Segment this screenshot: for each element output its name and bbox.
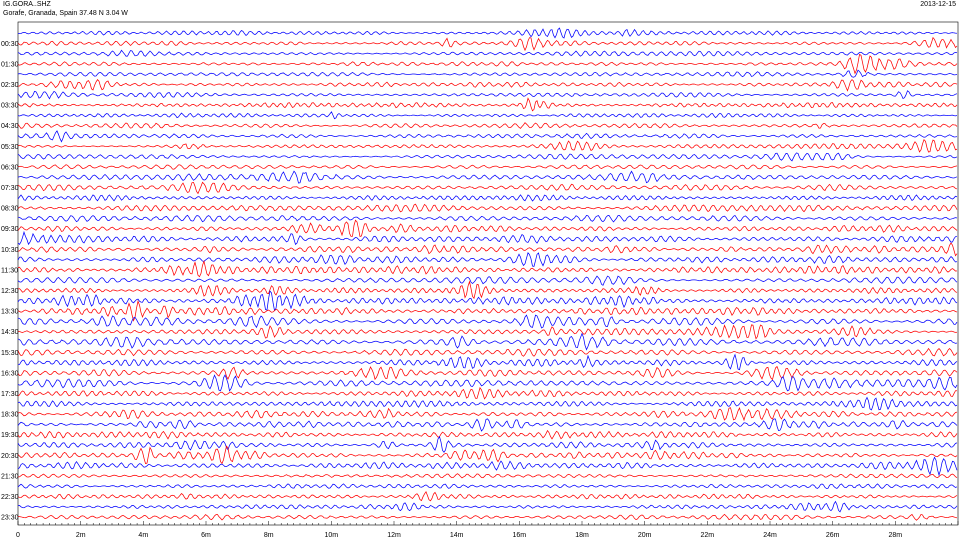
- trace-line: [17, 53, 958, 75]
- x-tick-label: 20m: [638, 532, 652, 539]
- trace-line: [17, 300, 958, 322]
- x-tick-label: 6m: [201, 532, 211, 539]
- x-tick-label: 26m: [826, 532, 840, 539]
- trace-line: [17, 429, 958, 440]
- trace-line: [17, 203, 958, 213]
- traces-group: [17, 27, 958, 521]
- x-axis-group: 0 2m 4m 6m 8m 10m 12m 14m 16m 18m 20m 22m 24m 26m 28m: [16, 521, 959, 539]
- hour-label: 06:30: [1, 164, 19, 171]
- station-location: Gorafe, Granada, Spain 37.48 N 3.04 W: [3, 10, 128, 17]
- x-tick-label: 2m: [76, 532, 86, 539]
- trace-line: [17, 111, 958, 120]
- trace-line: [17, 406, 958, 422]
- plot-frame: [17, 21, 959, 526]
- trace-line: [17, 252, 958, 267]
- hour-label: 14:30: [1, 329, 19, 336]
- trace-line: [17, 435, 958, 453]
- trace-line: [17, 69, 958, 78]
- trace-line: [17, 280, 958, 300]
- trace-line: [17, 490, 958, 502]
- trace-line: [17, 500, 958, 513]
- hour-label: 13:30: [1, 309, 19, 316]
- trace-line: [17, 456, 958, 477]
- trace-line: [17, 332, 958, 351]
- trace-line: [17, 219, 958, 238]
- trace-line: [17, 97, 958, 112]
- hour-label: 23:30: [1, 515, 19, 522]
- trace-line: [17, 170, 958, 184]
- hour-label: 01:30: [1, 61, 19, 68]
- hour-labels-group: 00:30 01:30 02:30 03:30 04:30 05:30 06:30 07:30…: [1, 41, 19, 522]
- hour-label: 04:30: [1, 123, 19, 130]
- trace-line: [17, 138, 958, 153]
- x-tick-label: 10m: [324, 532, 338, 539]
- trace-line: [17, 181, 958, 195]
- trace-line: [17, 445, 958, 465]
- hour-label: 03:30: [1, 103, 19, 110]
- hour-label: 10:30: [1, 247, 19, 254]
- hour-label: 05:30: [1, 144, 19, 151]
- hour-label: 08:30: [1, 206, 19, 213]
- trace-line: [17, 324, 958, 340]
- trace-line: [17, 230, 958, 246]
- trace-line: [17, 396, 958, 411]
- hour-label: 20:30: [1, 453, 19, 460]
- trace-line: [17, 374, 958, 392]
- hour-label: 19:30: [1, 432, 19, 439]
- trace-line: [17, 49, 958, 57]
- x-tick-label: 0: [16, 532, 20, 539]
- trace-line: [17, 260, 958, 278]
- x-tick-label: 24m: [763, 532, 777, 539]
- trace-line: [17, 483, 958, 489]
- trace-line: [17, 386, 958, 400]
- hour-label: 02:30: [1, 82, 19, 89]
- trace-line: [17, 122, 958, 129]
- trace-line: [17, 275, 958, 286]
- trace-line: [17, 473, 958, 479]
- hour-label: 09:30: [1, 226, 19, 233]
- trace-line: [17, 353, 958, 371]
- x-tick-label: 12m: [387, 532, 401, 539]
- station-code: IG.GORA..SHZ: [3, 1, 51, 8]
- hour-label: 12:30: [1, 288, 19, 295]
- trace-line: [17, 152, 958, 162]
- trace-line: [17, 214, 958, 223]
- trace-line: [17, 27, 958, 39]
- trace-line: [17, 90, 958, 100]
- trace-line: [17, 194, 958, 202]
- hour-label: 18:30: [1, 412, 19, 419]
- trace-line: [17, 79, 958, 92]
- x-tick-label: 22m: [700, 532, 714, 539]
- trace-line: [17, 418, 958, 432]
- trace-line: [17, 130, 958, 143]
- hour-label: 11:30: [1, 267, 18, 274]
- hour-label: 17:30: [1, 391, 19, 398]
- hour-label: 21:30: [1, 473, 19, 480]
- hour-label: 22:30: [1, 494, 19, 501]
- hour-label: 07:30: [1, 185, 19, 192]
- trace-line: [17, 290, 958, 312]
- x-tick-label: 28m: [888, 532, 902, 539]
- hour-label: 15:30: [1, 350, 19, 357]
- trace-line: [17, 513, 958, 521]
- date-label: 2013-12-15: [920, 1, 956, 8]
- trace-line: [17, 242, 958, 257]
- trace-line: [17, 365, 958, 381]
- hour-label: 00:30: [1, 41, 19, 48]
- x-tick-label: 18m: [575, 532, 589, 539]
- x-tick-label: 16m: [512, 532, 526, 539]
- x-tick-label: 4m: [138, 532, 148, 539]
- trace-line: [17, 36, 958, 52]
- trace-line: [17, 347, 958, 357]
- hour-label: 16:30: [1, 370, 19, 377]
- x-tick-label: 14m: [450, 532, 464, 539]
- x-tick-label: 8m: [264, 532, 274, 539]
- trace-line: [17, 314, 958, 329]
- trace-line: [17, 164, 958, 170]
